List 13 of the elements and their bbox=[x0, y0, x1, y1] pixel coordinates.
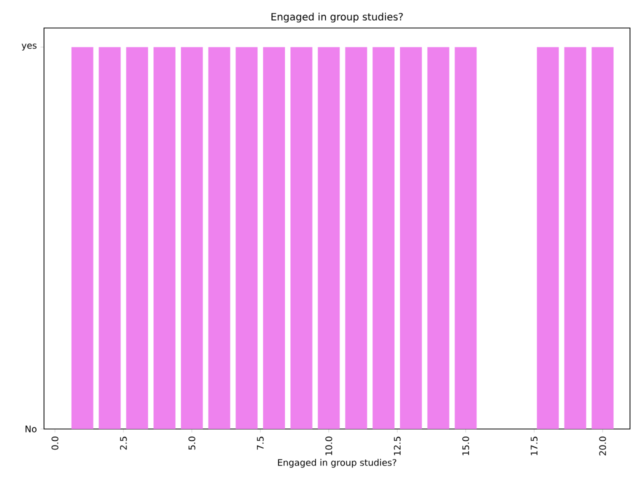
x-tick-label: 10.0 bbox=[325, 436, 332, 456]
x-tick-label: 15.0 bbox=[462, 436, 470, 456]
x-tick-label: 7.5 bbox=[256, 436, 264, 450]
x-tick-label: 17.5 bbox=[530, 436, 538, 456]
x-tick-label: 5.0 bbox=[188, 436, 196, 450]
x-axis-title: Engaged in group studies? bbox=[278, 458, 396, 468]
text: No bbox=[26, 426, 36, 432]
x-tick-label: 0.0 bbox=[52, 436, 58, 450]
x-tick-label: 2.5 bbox=[120, 436, 127, 450]
x-tick-label: 20.0 bbox=[599, 436, 606, 456]
chart-title: Engaged in group studies? bbox=[272, 12, 403, 22]
x-tick-label: 12.5 bbox=[394, 436, 401, 456]
text: yes bbox=[22, 44, 37, 51]
